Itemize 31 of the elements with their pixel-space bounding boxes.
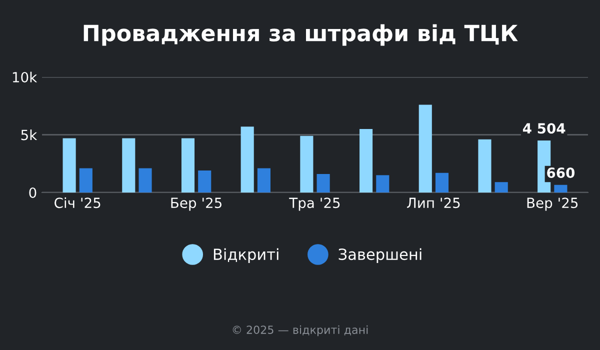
bar: [138, 168, 152, 192]
x-tick-label: Лип '25: [407, 198, 460, 208]
bar: [79, 168, 92, 192]
bar: [300, 136, 314, 192]
bar: [181, 138, 195, 192]
legend-label: Відкриті: [214, 248, 278, 264]
bar: [494, 182, 508, 192]
y-tick-label: 0: [29, 187, 36, 198]
chart-title: Провадження за штрафи від ТЦК: [84, 24, 518, 46]
x-tick-label: Вер '25: [527, 198, 578, 211]
bar: [360, 128, 373, 192]
bar: [418, 104, 432, 192]
bar: [554, 184, 568, 192]
data-label: 4 504: [522, 123, 566, 134]
data-label: 660: [547, 168, 575, 178]
x-tick-label: Бер '25: [171, 198, 222, 211]
bar: [376, 175, 390, 192]
legend-label: Завершені: [338, 248, 422, 264]
y-tick-label: 10k: [12, 72, 38, 82]
x-tick-label: Тра '25: [289, 198, 340, 211]
bar: [122, 138, 136, 192]
text: © 2025 — відкриті дані: [232, 325, 368, 336]
bar: [198, 170, 212, 192]
bar: [435, 172, 449, 192]
bar: [316, 174, 330, 192]
bar: [62, 138, 76, 192]
x-tick-label: Січ '25: [54, 197, 100, 208]
bar: [257, 168, 270, 192]
y-tick-label: 5k: [21, 129, 38, 140]
bar: [478, 139, 492, 192]
bar: [240, 126, 254, 192]
